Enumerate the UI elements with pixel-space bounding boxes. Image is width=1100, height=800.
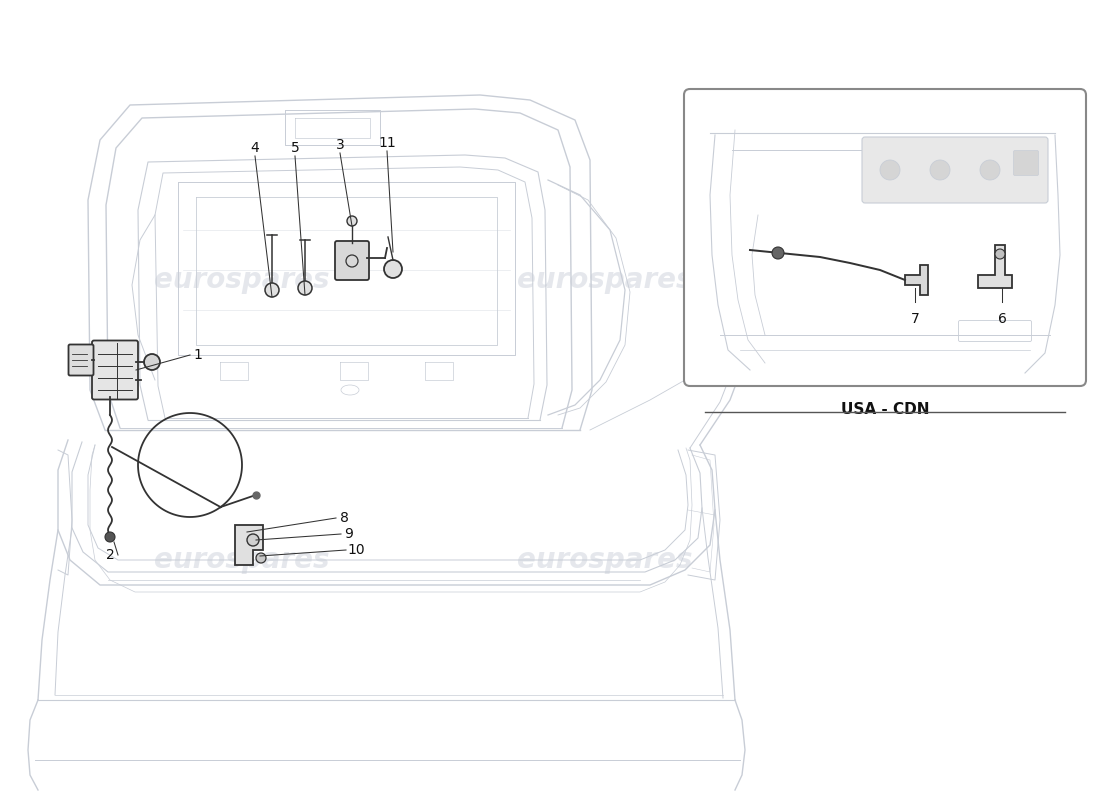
- Polygon shape: [978, 245, 1012, 288]
- FancyBboxPatch shape: [68, 345, 94, 375]
- Polygon shape: [235, 525, 263, 565]
- Text: 8: 8: [340, 511, 349, 525]
- Circle shape: [265, 283, 279, 297]
- Text: 3: 3: [336, 138, 344, 152]
- Circle shape: [346, 216, 358, 226]
- FancyBboxPatch shape: [336, 241, 368, 280]
- Circle shape: [248, 534, 258, 546]
- Text: 9: 9: [344, 527, 353, 541]
- Circle shape: [104, 532, 116, 542]
- Circle shape: [930, 160, 950, 180]
- Text: 1: 1: [194, 348, 202, 362]
- Text: 10: 10: [348, 543, 365, 557]
- Text: eurospares: eurospares: [517, 266, 693, 294]
- Text: 11: 11: [378, 136, 396, 150]
- Text: eurospares: eurospares: [517, 546, 693, 574]
- Text: USA - CDN: USA - CDN: [840, 402, 929, 417]
- Polygon shape: [905, 265, 928, 295]
- Text: 5: 5: [290, 141, 299, 155]
- Circle shape: [880, 160, 900, 180]
- Text: 4: 4: [251, 141, 260, 155]
- Text: eurospares: eurospares: [154, 266, 330, 294]
- Circle shape: [384, 260, 402, 278]
- Text: eurospares: eurospares: [154, 546, 330, 574]
- Text: 6: 6: [998, 312, 1006, 326]
- FancyBboxPatch shape: [862, 137, 1048, 203]
- Text: 7: 7: [911, 312, 920, 326]
- FancyBboxPatch shape: [92, 341, 138, 399]
- FancyBboxPatch shape: [1013, 150, 1038, 175]
- Text: 2: 2: [106, 548, 114, 562]
- FancyBboxPatch shape: [684, 89, 1086, 386]
- Circle shape: [256, 553, 266, 563]
- Circle shape: [298, 281, 312, 295]
- Circle shape: [996, 249, 1005, 259]
- Circle shape: [772, 247, 784, 259]
- Circle shape: [980, 160, 1000, 180]
- Circle shape: [144, 354, 159, 370]
